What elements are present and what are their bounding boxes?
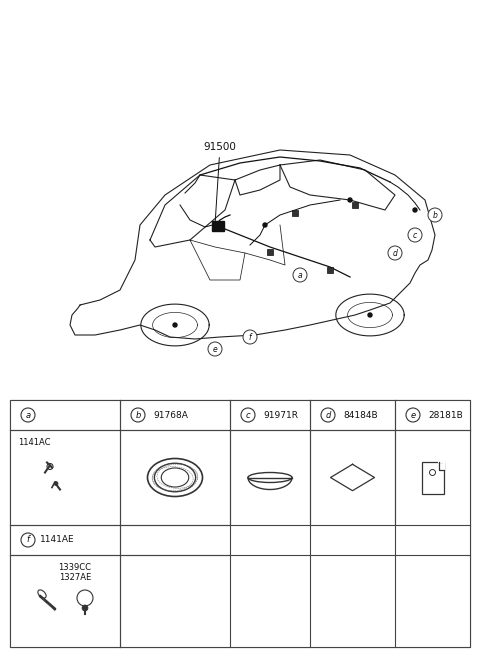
Circle shape [263, 223, 267, 227]
Circle shape [406, 408, 420, 422]
Circle shape [388, 246, 402, 260]
Circle shape [243, 330, 257, 344]
Bar [267, 249, 273, 255]
Circle shape [21, 408, 35, 422]
Bar [10, 400, 470, 647]
Text: 1339CC: 1339CC [59, 563, 92, 572]
Circle shape [131, 408, 145, 422]
Bar [10, 400, 470, 647]
Bar [212, 221, 224, 231]
Circle shape [348, 198, 352, 202]
Text: c: c [413, 231, 417, 240]
Ellipse shape [38, 590, 46, 598]
Text: e: e [213, 345, 217, 354]
Circle shape [293, 268, 307, 282]
Text: 28181B: 28181B [428, 411, 463, 419]
Text: 1327AE: 1327AE [59, 573, 91, 582]
Text: f: f [26, 536, 29, 544]
Text: 91768A: 91768A [153, 411, 188, 419]
Bar [421, 462, 444, 493]
Text: 1141AE: 1141AE [40, 536, 74, 544]
Bar [352, 202, 358, 208]
Circle shape [368, 313, 372, 317]
Circle shape [21, 533, 35, 547]
Text: d: d [393, 248, 397, 257]
Text: a: a [298, 271, 302, 280]
Circle shape [321, 408, 335, 422]
Text: b: b [135, 411, 141, 419]
Text: c: c [246, 411, 250, 419]
Circle shape [208, 342, 222, 356]
Text: d: d [325, 411, 331, 419]
Ellipse shape [248, 472, 292, 483]
Circle shape [54, 481, 58, 485]
Text: a: a [25, 411, 31, 419]
Text: 91500: 91500 [204, 142, 237, 222]
Circle shape [47, 464, 53, 470]
Text: b: b [432, 210, 437, 219]
Circle shape [413, 208, 417, 212]
Circle shape [241, 408, 255, 422]
Circle shape [173, 323, 177, 327]
Bar [327, 267, 333, 273]
Circle shape [82, 605, 88, 611]
Text: 84184B: 84184B [343, 411, 378, 419]
Bar [292, 210, 298, 216]
Text: f: f [249, 333, 252, 341]
Circle shape [408, 228, 422, 242]
Text: 1141AC: 1141AC [18, 438, 50, 447]
Circle shape [428, 208, 442, 222]
Text: e: e [410, 411, 416, 419]
Text: 91971R: 91971R [263, 411, 298, 419]
